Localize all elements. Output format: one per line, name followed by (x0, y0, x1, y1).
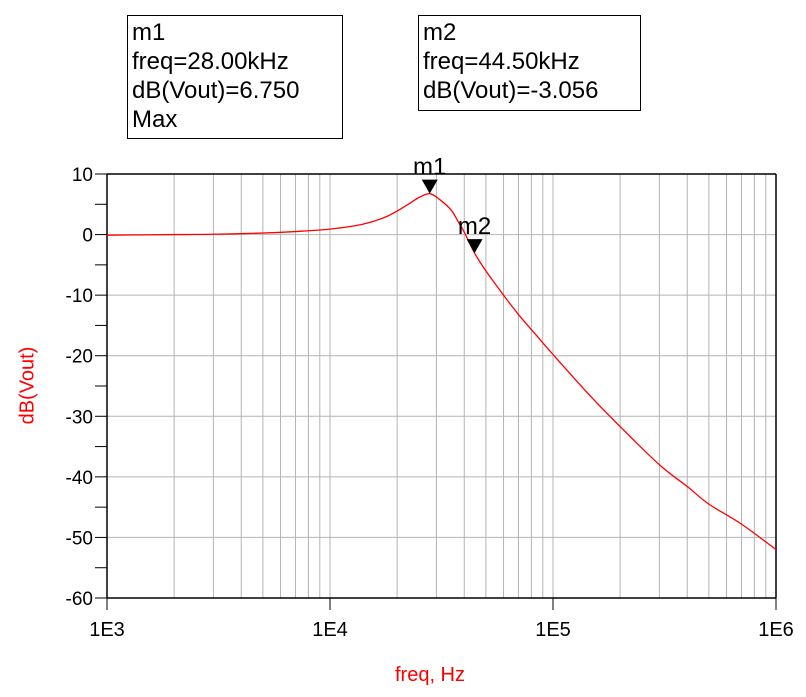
x-tick-label: 1E4 (312, 619, 348, 641)
marker-m1-triangle-icon (421, 179, 438, 194)
marker-m1-freq: freq=28.00kHz (132, 48, 289, 75)
x-tick-label: 1E6 (758, 619, 794, 641)
marker-m1-value: dB(Vout)=6.750 (132, 77, 300, 104)
y-tick-label: -10 (66, 286, 93, 307)
y-tick-label: -50 (66, 528, 93, 549)
y-tick-label: -40 (66, 468, 93, 489)
y-tick-label: 0 (82, 226, 93, 247)
marker-m2-freq: freq=44.50kHz (423, 48, 580, 75)
x-tick-label: 1E3 (89, 619, 125, 641)
y-tick-label: -20 (66, 347, 93, 368)
marker-m1-mode: Max (132, 106, 178, 133)
marker-m2-value: dB(Vout)=-3.056 (423, 77, 599, 104)
y-tick-label: -60 (66, 589, 93, 610)
marker-m1-name: m1 (132, 19, 166, 46)
y-tick-label: -30 (66, 407, 93, 428)
marker-m1-readout[interactable]: m1 freq=28.00kHz dB(Vout)=6.750 Max (127, 15, 343, 139)
x-axis-label: freq, Hz (394, 664, 466, 686)
marker-m1-label: m1 (413, 154, 446, 181)
marker-m2-triangle-icon (466, 239, 483, 254)
x-tick-label: 1E5 (535, 619, 571, 641)
y-axis-label: dB(Vout) (16, 346, 39, 425)
marker-m2-name: m2 (423, 19, 457, 46)
y-tick-label: 10 (72, 165, 93, 186)
marker-m2-readout[interactable]: m2 freq=44.50kHz dB(Vout)=-3.056 (418, 15, 641, 111)
marker-m2-label: m2 (458, 213, 491, 240)
data-series-line (106, 193, 777, 551)
